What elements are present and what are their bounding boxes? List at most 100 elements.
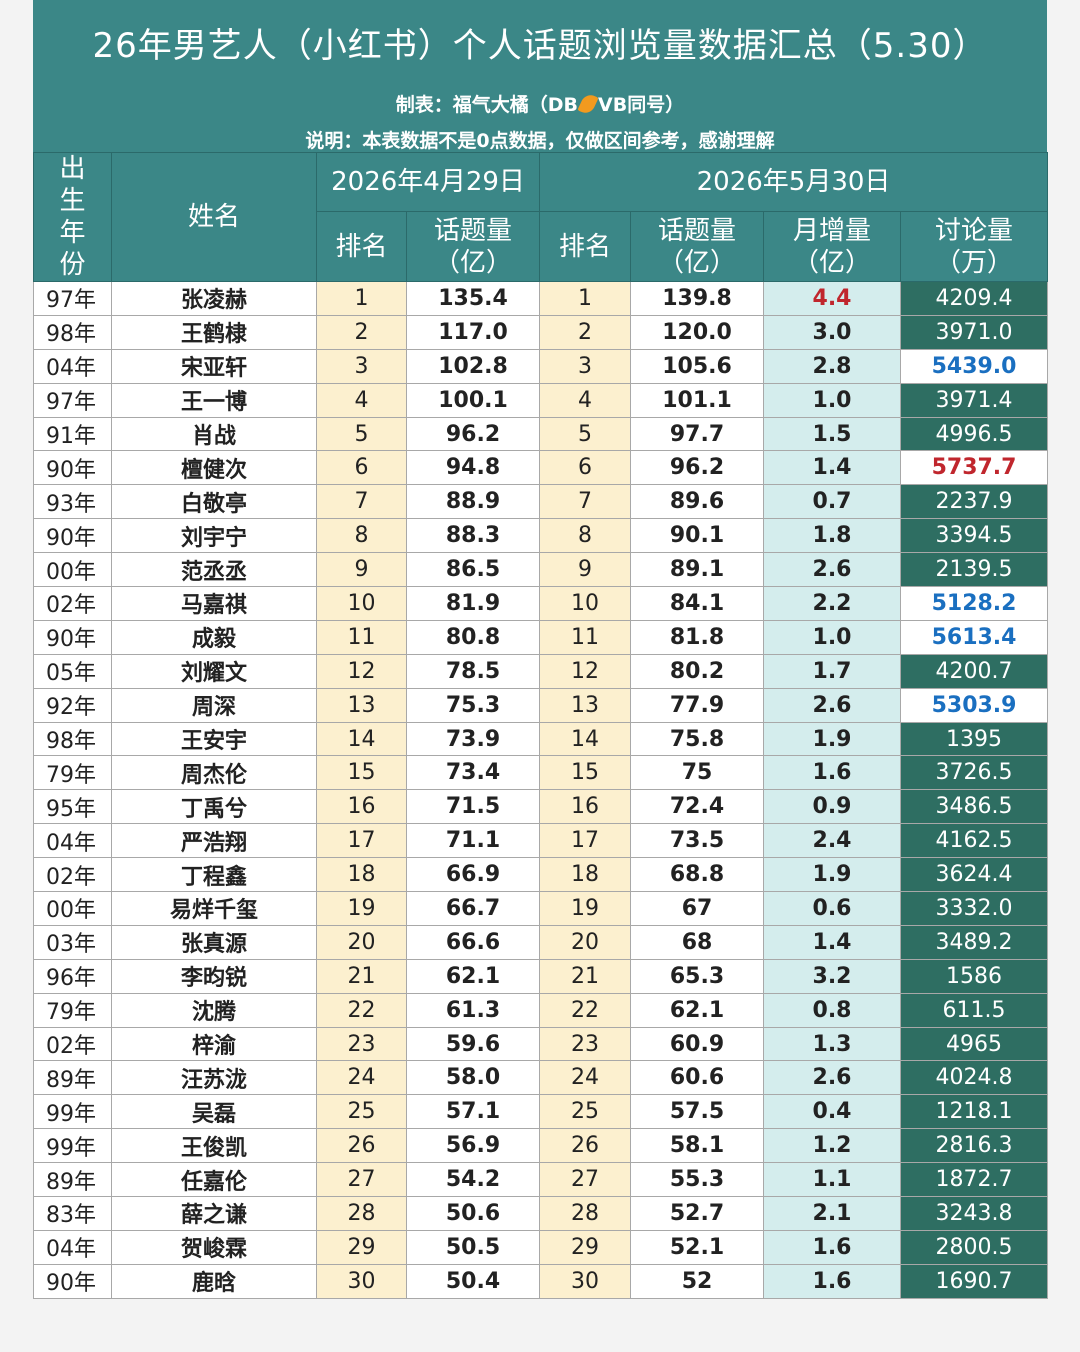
table-cell: 1872.7	[900, 1162, 1049, 1198]
table-cell: 1690.7	[900, 1263, 1049, 1299]
table-cell: 66.7	[405, 891, 541, 926]
table-cell: 78.5	[405, 653, 541, 689]
table-cell: 10	[539, 586, 632, 621]
table-cell: 71.1	[405, 823, 541, 859]
table-cell: 丁禹兮	[111, 789, 317, 825]
data-table: 出生年份 姓名 2026年4月29日 2026年5月30日 排名 话题量 （亿） 排名 话题量（…	[33, 152, 1049, 1299]
table-row: 00年 易烊千玺 19 66.7 19 67 0.6 3332.0	[33, 891, 1049, 926]
table-cell: 21	[316, 958, 407, 994]
table-cell: 2.8	[763, 348, 902, 384]
table-cell: 28	[316, 1196, 407, 1231]
table-cell: 0.4	[763, 1094, 902, 1130]
header-cell: 2026年5月30日	[539, 152, 1049, 212]
table-cell: 5439.0	[900, 348, 1049, 384]
table-cell: 刘耀文	[111, 653, 317, 689]
table-cell: 79年	[33, 755, 112, 791]
table-cell: 2.4	[763, 823, 902, 859]
table-cell: 李昀锐	[111, 958, 317, 994]
table-cell: 73.5	[630, 823, 765, 859]
header-cell: 话题量 （亿）	[630, 211, 765, 282]
table-cell: 88.9	[405, 484, 541, 520]
table-cell: 2139.5	[900, 552, 1049, 588]
table-cell: 98年	[33, 721, 112, 757]
table-cell: 严浩翔	[111, 823, 317, 859]
table-cell: 1.8	[763, 518, 902, 554]
table-cell: 5128.2	[900, 586, 1049, 621]
header-cell: 出生年份	[33, 152, 112, 282]
table-cell: 97.7	[630, 416, 765, 452]
orange-icon	[577, 91, 599, 117]
table-cell: 68	[630, 924, 765, 960]
table-cell: 23	[539, 1026, 632, 1062]
table-cell: 56.9	[405, 1128, 541, 1164]
table-cell: 易烊千玺	[111, 891, 317, 926]
table-row: 96年 李昀锐 21 62.1 21 65.3 3.2 1586	[33, 958, 1049, 994]
table-cell: 4200.7	[900, 653, 1049, 689]
table-cell: 30	[539, 1263, 632, 1299]
table-cell: 84.1	[630, 586, 765, 621]
table-cell: 2.1	[763, 1196, 902, 1231]
table-cell: 26	[316, 1128, 407, 1164]
table-cell: 96.2	[630, 450, 765, 486]
table-cell: 1.9	[763, 721, 902, 757]
table-row: 93年 白敬亭 7 88.9 7 89.6 0.7 2237.9	[33, 484, 1049, 520]
table-cell: 50.6	[405, 1196, 541, 1231]
table-row: 90年 刘宇宁 8 88.3 8 90.1 1.8 3394.5	[33, 518, 1049, 554]
table-row: 04年 严浩翔 17 71.1 17 73.5 2.4 4162.5	[33, 823, 1049, 859]
table-cell: 3624.4	[900, 857, 1049, 893]
table-cell: 00年	[33, 891, 112, 926]
table-row: 99年 吴磊 25 57.1 25 57.5 0.4 1218.1	[33, 1094, 1049, 1130]
table-cell: 贺峻霖	[111, 1229, 317, 1265]
header-cell: 排名	[316, 211, 407, 282]
table-cell: 2.6	[763, 687, 902, 723]
table-row: 83年 薛之谦 28 50.6 28 52.7 2.1 3243.8	[33, 1196, 1049, 1231]
table-cell: 97年	[33, 382, 112, 418]
table-cell: 60.6	[630, 1060, 765, 1096]
table-cell: 王一博	[111, 382, 317, 418]
table-cell: 3971.0	[900, 314, 1049, 350]
table-cell: 83年	[33, 1196, 112, 1231]
table-cell: 28	[539, 1196, 632, 1231]
table-cell: 1	[539, 281, 632, 316]
table-cell: 96.2	[405, 416, 541, 452]
table-cell: 117.0	[405, 314, 541, 350]
table-cell: 135.4	[405, 281, 541, 316]
table-cell: 1.6	[763, 755, 902, 791]
table-cell: 93年	[33, 484, 112, 520]
table-cell: 4209.4	[900, 281, 1049, 316]
table-cell: 12	[316, 653, 407, 689]
table-cell: 宋亚轩	[111, 348, 317, 384]
table-cell: 0.7	[763, 484, 902, 520]
table-cell: 58.0	[405, 1060, 541, 1096]
table-cell: 4162.5	[900, 823, 1049, 859]
table-cell: 7	[316, 484, 407, 520]
maker-line: 制表：福气大橘（DB VB同号）	[33, 90, 1047, 117]
table-cell: 71.5	[405, 789, 541, 825]
table-cell: 白敬亭	[111, 484, 317, 520]
table-cell: 24	[316, 1060, 407, 1096]
header-line: （亿）	[434, 247, 513, 278]
table-cell: 80.2	[630, 653, 765, 689]
table-cell: 3.2	[763, 958, 902, 994]
table-cell: 5737.7	[900, 450, 1049, 486]
table-cell: 611.5	[900, 992, 1049, 1028]
table-cell: 57.5	[630, 1094, 765, 1130]
table-cell: 肖战	[111, 416, 317, 452]
table-cell: 2.2	[763, 586, 902, 621]
table-cell: 刘宇宁	[111, 518, 317, 554]
table-cell: 10	[316, 586, 407, 621]
table-cell: 2	[539, 314, 632, 350]
table-cell: 86.5	[405, 552, 541, 588]
table-cell: 6	[316, 450, 407, 486]
table-cell: 75	[630, 755, 765, 791]
table-cell: 5	[316, 416, 407, 452]
header-cell: 讨论量 （万）	[900, 211, 1049, 282]
table-cell: 18	[316, 857, 407, 893]
table-row: 98年 王鹤棣 2 117.0 2 120.0 3.0 3971.0	[33, 314, 1049, 350]
table-cell: 4	[539, 382, 632, 418]
table-cell: 55.3	[630, 1162, 765, 1198]
table-cell: 薛之谦	[111, 1196, 317, 1231]
table-cell: 张真源	[111, 924, 317, 960]
header-row: 出生年份 姓名 2026年4月29日 2026年5月30日	[33, 152, 1049, 282]
table-row: 04年 贺峻霖 29 50.5 29 52.1 1.6 2800.5	[33, 1229, 1049, 1265]
